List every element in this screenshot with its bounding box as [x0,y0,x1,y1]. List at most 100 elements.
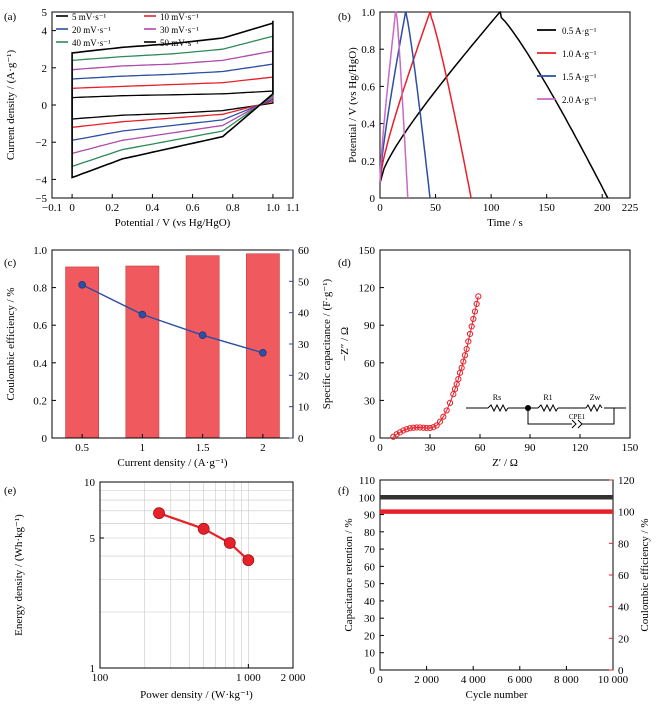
nyquist-point [396,429,404,436]
nyquist-point [400,427,407,434]
y-tick-label: −2 [35,137,47,149]
y-tick-label: 30 [364,613,376,625]
plot-frame [99,481,294,669]
y-tick-label: 0 [370,193,376,205]
y-tick-label: 10 [84,477,96,489]
y-tick-label: 0.6 [33,320,47,332]
x-tick-label: 6 000 [507,674,532,686]
nyquist-point [416,424,424,431]
x-tick-label: 0 [377,674,383,686]
cv-curve [71,20,274,179]
nyquist-point [446,399,454,407]
x-tick-label: 225 [622,202,639,214]
y-right-tick-label: 60 [618,570,630,582]
y-right-tick-label: 40 [298,308,310,320]
circuit-label-rs: Rs [493,393,501,402]
legend-entry: 30 mV·s⁻¹ [160,25,199,35]
nyquist-point [455,375,462,383]
gcd-curve [379,11,409,199]
x-tick-label: 120 [572,442,589,454]
panel-label: (f) [338,485,349,497]
y-right-axis-label: Coulombic efficiency / % [639,518,651,631]
y-right-tick-label: 0 [618,665,624,677]
bar [65,266,99,439]
x-tick-label: 0.8 [226,202,240,214]
plot-frame [379,479,614,671]
y-axis-label: Capacitance retention / % [343,518,355,631]
y-tick-label: 0 [370,433,376,445]
y-tick-label: 70 [364,544,376,556]
y-right-tick-label: 20 [298,370,310,382]
x-tick-label: 0 [377,202,383,214]
y-tick-label: 30 [364,395,376,407]
x-tick-label: 1 000 [236,672,261,684]
wire [527,408,572,425]
y-tick-label: 0 [42,433,48,445]
plot-frame [379,11,631,199]
x-tick-label: 50 [430,202,442,214]
y-tick-label: −4 [35,174,47,186]
y-right-tick-label: 80 [618,538,630,550]
legend-entry: 10 mV·s⁻¹ [160,12,199,22]
warburg-zw [585,403,603,413]
y-tick-label: −5 [35,193,47,205]
x-axis-label: Cycle number [465,689,527,701]
legend-entry: 50 mV·s⁻¹ [160,38,199,48]
legend-entry: 20 mV·s⁻¹ [72,25,111,35]
equivalent-circuit: Rs R1 Zw CPE1 [466,393,626,429]
nyquist-point [465,338,472,345]
resistor-rs [487,403,509,413]
x-axis-label: Time / s [487,217,523,229]
nyquist-point [423,424,430,432]
legend-entry: 1.5 A·g⁻¹ [562,72,597,82]
panel-label: (b) [338,11,351,23]
nyquist-point [458,364,465,371]
nyquist-point [433,422,440,429]
plot-frame [379,249,631,439]
cv-curve [71,34,274,168]
y-axis-label: Coulombic efficiency / % [5,287,17,400]
cpe-element [571,419,583,429]
ragone-point [197,522,210,535]
legend-entry: 1.0 A·g⁻¹ [562,49,597,59]
y-right-tick-label: 40 [618,602,630,614]
y-right-tick-label: 20 [618,633,630,645]
y-tick-label: 5 [42,7,48,19]
y-right-tick-label: 100 [618,507,635,519]
y-tick-label: 0.4 [361,119,375,131]
cv-curve [71,49,274,155]
x-axis-label: Current density / (A·g⁻¹) [117,457,228,469]
circuit-label-cpe: CPE1 [569,413,586,421]
wire [582,408,615,425]
y-tick-label: 0.2 [33,395,47,407]
gcd-curve [379,11,431,199]
x-tick-label: 0 [377,442,383,454]
y-tick-label: 10 [364,648,376,660]
y-tick-label: 50 [364,579,376,591]
legend-entry: 40 mV·s⁻¹ [72,38,111,48]
x-tick-label: 30 [425,442,437,454]
x-axis-label: Z′ / Ω [492,457,518,469]
y-right-tick-label: 0 [298,433,304,445]
nyquist-point [406,425,414,432]
y-tick-label: 4 [42,26,48,38]
panel-d: 0 30 60 90 120 150 0 30 60 90 120 150 (d) Z′ / Ω −Z″ /… [338,245,639,469]
panel-b: 0 50 100 150 200 225 0 0.2 0.4 0.6 0.8 1.0 (b) Time /… [338,7,639,229]
ragone-point [242,554,255,567]
panel-label: (a) [4,11,17,23]
y-right-tick-label: 30 [298,339,310,351]
y-tick-label: 0.8 [33,283,47,295]
y-right-axis-label: Specific capacitance / (F·g⁻¹) [321,278,333,409]
y-tick-label: 90 [364,320,376,332]
legend-entry: 0.5 A·g⁻¹ [562,26,597,36]
legend-entry: 5 mV·s⁻¹ [72,12,107,22]
capacitance-line [81,284,264,354]
y-tick-label: 60 [364,358,376,370]
x-tick-label: 2 000 [414,674,439,686]
x-tick-label: 1.1 [286,202,300,214]
x-tick-label: 0 [69,202,75,214]
nyquist-point [436,418,444,425]
nyquist-point [410,424,417,431]
y-tick-label: 110 [359,475,376,487]
